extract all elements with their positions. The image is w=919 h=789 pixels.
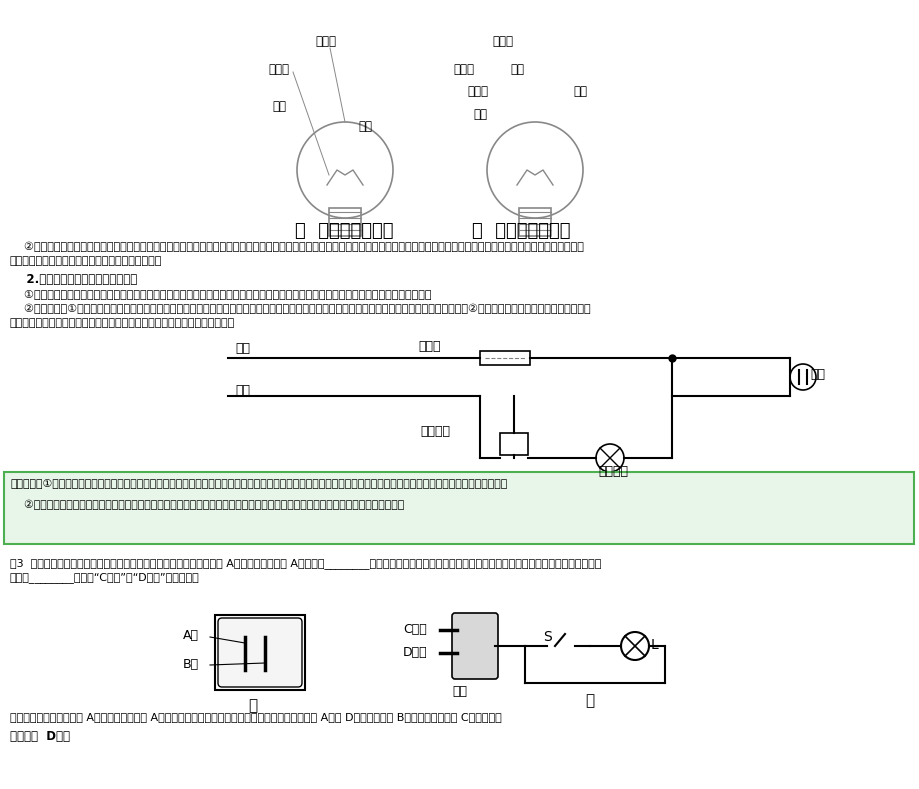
Text: 2.白炽电灯的工作原理及安装原则: 2.白炽电灯的工作原理及安装原则 (10, 273, 137, 286)
Text: 熳断器: 熳断器 (417, 340, 440, 353)
Text: 保险扣: 保险扣 (314, 35, 335, 48)
Bar (518, 208, 550, 236)
Text: A孔: A孔 (183, 629, 199, 642)
Text: 温馨提示：①保险扣的作用是固定火线和零线跟灯头的衔接，因为保险扣的尺寸一般要比灯头帽的穿孔口径大，这样，当灯泡与灯头整体被吊起来时，防止衔接处线头脆落。: 温馨提示：①保险扣的作用是固定火线和零线跟灯头的衔接，因为保险扣的尺寸一般要比灯… (10, 478, 506, 488)
Text: ②卡口灯泡和灯头：如图乙所示，灯泡顶部有两块锡块分别连接在灯丝两端。灯头内有两根金属柱分别与火线和零线相连。当把灯泡安装到灯头中后，灯泡顶部的两块锡块分别与灯头: ②卡口灯泡和灯头：如图乙所示，灯泡顶部有两块锡块分别连接在灯丝两端。灯头内有两根… (10, 242, 584, 252)
Text: 保险扣: 保险扣 (492, 35, 513, 48)
Text: 零线: 零线 (234, 384, 250, 397)
Text: 金属柱: 金属柱 (467, 85, 487, 98)
Text: 白炽电灯: 白炽电灯 (597, 465, 628, 478)
Text: 按鈕开关: 按鈕开关 (420, 425, 449, 438)
Text: 甲  螺口灯泡和灯头: 甲 螺口灯泡和灯头 (295, 222, 393, 240)
Text: 弹簧: 弹簧 (509, 63, 524, 76)
Text: 乙: 乙 (584, 693, 594, 708)
Text: D插脚: D插脚 (403, 646, 427, 659)
Text: 锡块: 锡块 (573, 85, 586, 98)
Text: ②关于螺口灯头的接线要注意，要求火线必须与金属片连接，防止火线与螺旋套连接时，人体不小心接触到这一部分造成触电事故。: ②关于螺口灯头的接线要注意，要求火线必须与金属片连接，防止火线与螺旋套连接时，人… (10, 500, 403, 510)
Bar (215, 615, 305, 690)
Text: ②安装原则：①控制电灯的开关必须串联在火线与灯泡之间，这样在开关断开时，电路各部分与火线脱离，人砰到灯头等部位，也不会造成触电事故；②螺口灯头与电源线连接时一定: ②安装原则：①控制电灯的开关必须串联在火线与灯泡之间，这样在开关断开时，电路各部… (10, 304, 590, 314)
Text: 螺旋套: 螺旋套 (267, 63, 289, 76)
Text: 甲: 甲 (248, 698, 257, 713)
Text: 金属片: 金属片 (452, 63, 473, 76)
Text: ①工作原理：电流的热效应。灯丝绕成螺旋状，一是增加钙丝长度，增大电阵，产生较多的热量；二是减少了灯丝散热，提高了灯丝温度。: ①工作原理：电流的热效应。灯丝绕成螺旋状，一是增加钙丝长度，增大电阵，产生较多的… (10, 289, 431, 299)
FancyBboxPatch shape (218, 618, 301, 687)
Text: B孔: B孔 (183, 658, 199, 671)
Text: 卡口: 卡口 (472, 108, 486, 121)
Bar (329, 208, 360, 236)
Bar (480, 351, 529, 365)
Text: 螺旋: 螺旋 (272, 100, 286, 113)
Text: 锡块: 锡块 (357, 120, 371, 133)
Text: 乙  卡口灯泡和灯头: 乙 卡口灯泡和灯头 (471, 222, 570, 240)
Text: 插座: 插座 (809, 368, 824, 381)
Text: 解析：测电笔测试插座的 A孔，氖管发光，则 A孔接的是火线。火线首先进入开关，再接入灯泡，所以 A孔接 D插脚；插座的 B孔接的是零线，和 C插脚相连。: 解析：测电笔测试插座的 A孔，氖管发光，则 A孔接的是火线。火线首先进入开关，再… (10, 712, 501, 722)
Text: 例3  如图所示，甲图是小明家卧室的一个插座，他用测电笔测试插座的 A孔，氖管发光，则 A孔接的是________线；乙图是一个台灯的电路示意图，当把台灯接入电: 例3 如图所示，甲图是小明家卧室的一个插座，他用测电笔测试插座的 A孔，氖管发光… (10, 558, 601, 569)
Text: 插头: 插头 (452, 685, 467, 698)
Text: 金属柱接触，使灯丝的两端分别与火线和零线相连。: 金属柱接触，使灯丝的两端分别与火线和零线相连。 (10, 256, 162, 266)
Text: S: S (542, 630, 551, 644)
Text: 与灯头顶部的金属片相连，零线与螺旋套相连，以保证用电安全，如图所示。: 与灯头顶部的金属片相连，零线与螺旋套相连，以保证用电安全，如图所示。 (10, 318, 235, 328)
FancyBboxPatch shape (451, 613, 497, 679)
Text: 火线: 火线 (234, 342, 250, 355)
Text: 答案：火  D插脚: 答案：火 D插脚 (10, 730, 70, 743)
Text: C插脚: C插脚 (403, 623, 426, 636)
Text: 插头的________（选填“C插脚”或“D插脚”）接火线。: 插头的________（选填“C插脚”或“D插脚”）接火线。 (10, 572, 199, 583)
Bar (499, 433, 528, 455)
Text: L: L (651, 638, 658, 652)
FancyBboxPatch shape (4, 472, 913, 544)
